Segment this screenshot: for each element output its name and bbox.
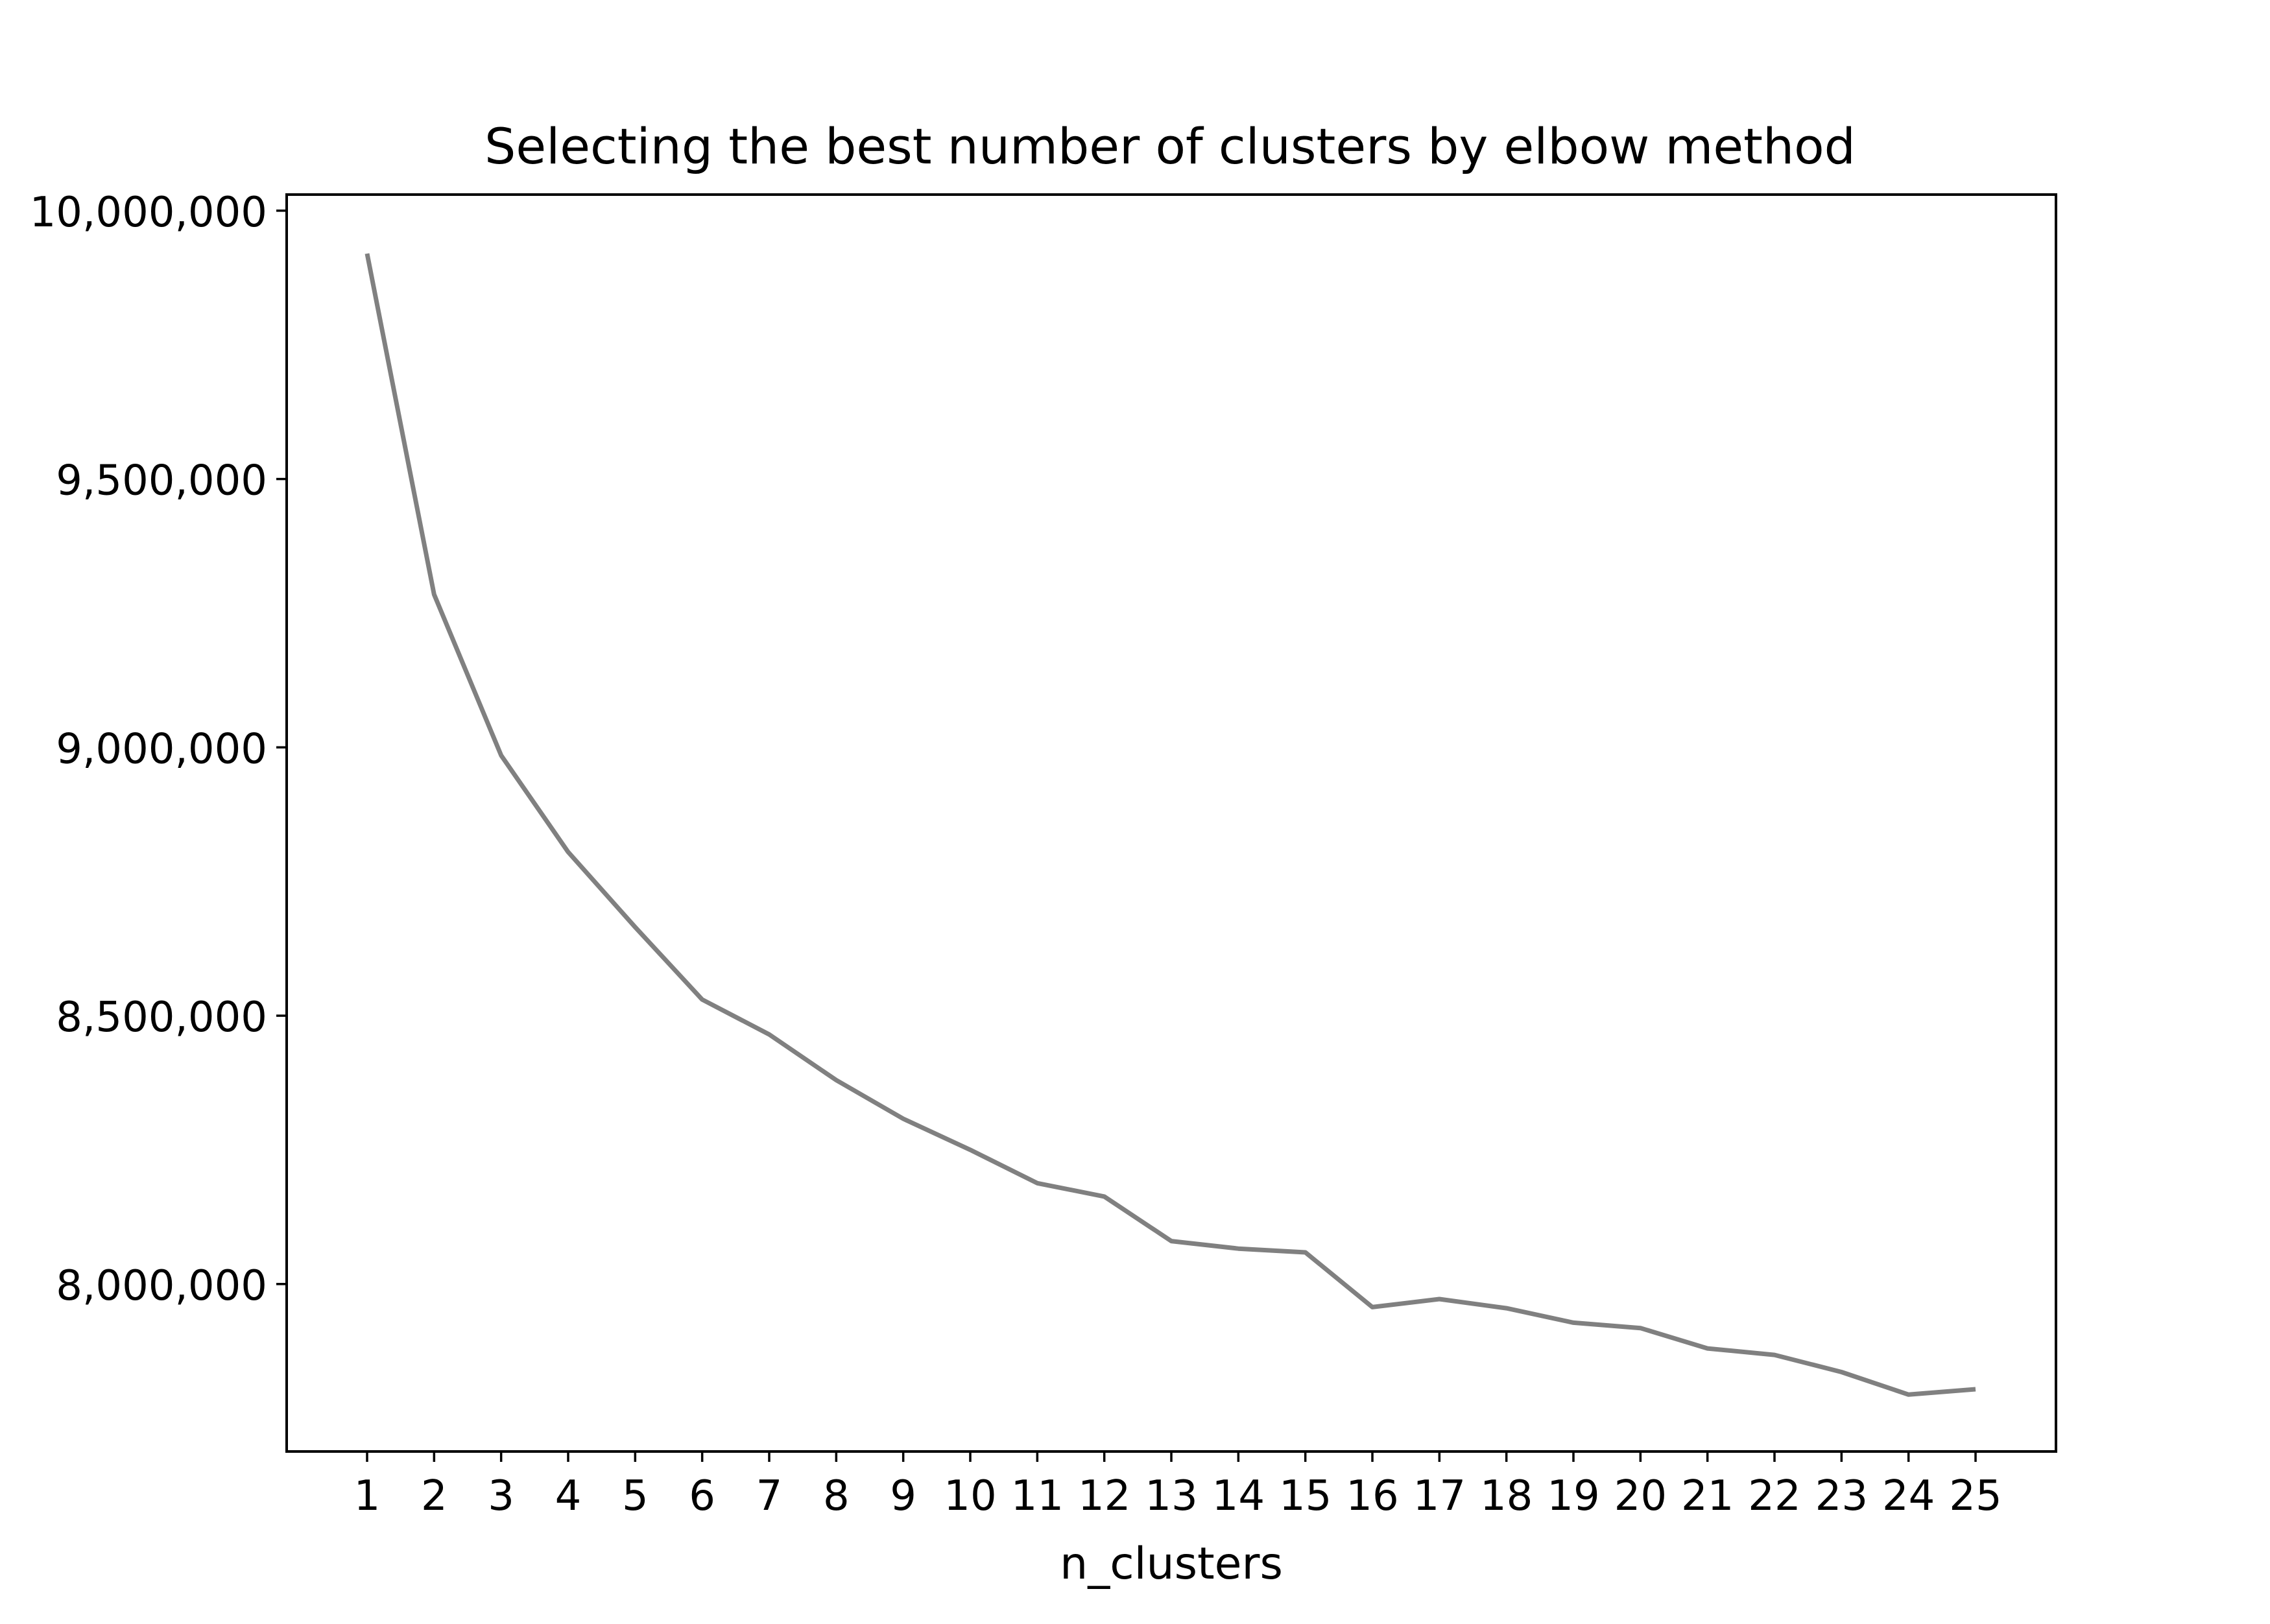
x-tick-label: 18 [1480, 1472, 1533, 1520]
x-tick-label: 7 [756, 1472, 783, 1520]
x-tick-label: 8 [823, 1472, 850, 1520]
x-tick-label: 20 [1614, 1472, 1667, 1520]
plot-frame [285, 193, 2057, 1453]
y-tick-label: 9,500,000 [56, 457, 267, 505]
x-tick-label: 10 [944, 1472, 996, 1520]
x-tick-label: 16 [1346, 1472, 1398, 1520]
x-tick-label: 21 [1681, 1472, 1734, 1520]
y-tick-label: 10,000,000 [30, 189, 267, 237]
y-axis: 8,000,000 8,500,000 9,000,000 9,500,000 10,0… [30, 189, 287, 1310]
y-tick-label: 9,000,000 [56, 725, 267, 773]
x-tick-label: 3 [488, 1472, 514, 1520]
y-tick-label: 8,500,000 [56, 994, 267, 1042]
x-axis-label: n_clusters [1060, 1538, 1283, 1590]
x-tick-label: 1 [354, 1472, 381, 1520]
x-tick-label: 15 [1279, 1472, 1332, 1520]
plot-area [364, 253, 1976, 1397]
x-tick-label: 24 [1882, 1472, 1935, 1520]
x-tick-label: 19 [1547, 1472, 1599, 1520]
x-tick-label: 14 [1212, 1472, 1265, 1520]
x-tick-label: 6 [689, 1472, 715, 1520]
x-tick-label: 25 [1949, 1472, 2001, 1520]
x-axis: 1 2 3 4 5 6 7 8 9 10 11 12 13 14 15 16 17 18 19 20 21 22 23 24 2… [354, 1451, 2002, 1520]
x-tick-label: 12 [1078, 1472, 1130, 1520]
x-tick-label: 13 [1145, 1472, 1197, 1520]
series-line-1 [364, 253, 1976, 1397]
x-tick-label: 23 [1815, 1472, 1868, 1520]
x-tick-label: 9 [890, 1472, 916, 1520]
x-tick-label: 17 [1413, 1472, 1466, 1520]
x-tick-label: 2 [421, 1472, 448, 1520]
chart-title: Selecting the best number of clusters by… [484, 117, 1856, 175]
x-tick-label: 5 [622, 1472, 649, 1520]
x-tick-label: 4 [555, 1472, 582, 1520]
x-tick-label: 22 [1748, 1472, 1800, 1520]
x-tick-label: 11 [1011, 1472, 1064, 1520]
y-tick-label: 8,000,000 [56, 1262, 267, 1310]
